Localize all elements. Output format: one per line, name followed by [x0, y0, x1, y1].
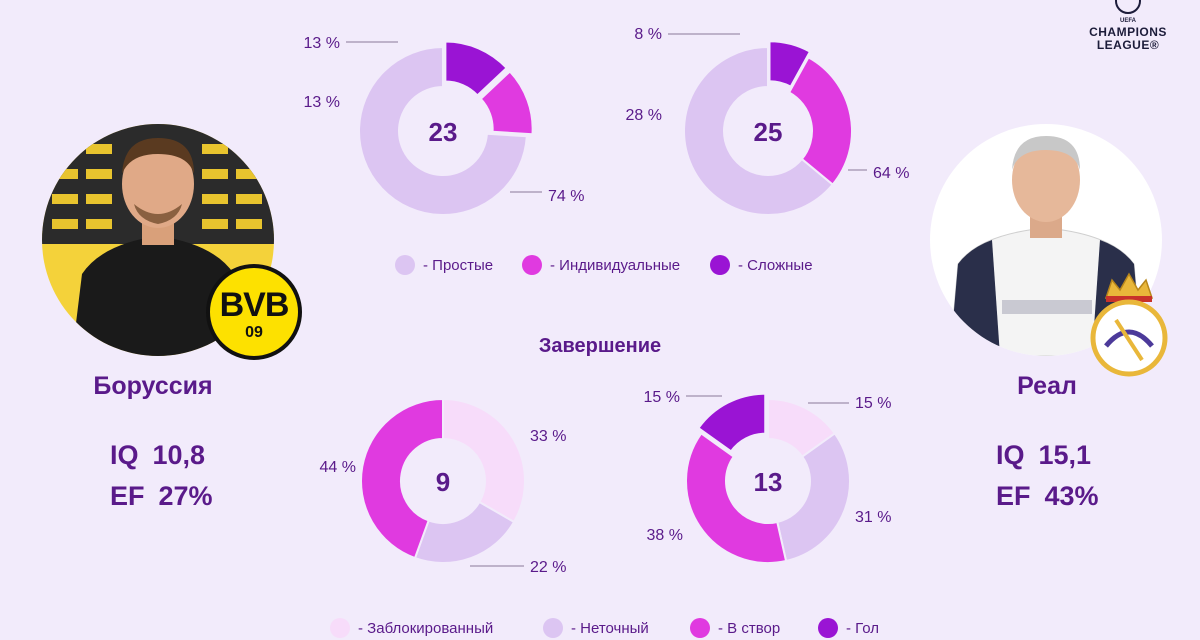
borussia-coach-photo — [42, 124, 274, 356]
donut-chart-finish-real: 13 15 % 31 % 38 % 15 % — [644, 389, 891, 564]
bvb-badge-text-bottom: 09 — [245, 324, 263, 341]
legend-swatch — [522, 255, 542, 275]
team-name-real: Реал — [1017, 372, 1077, 400]
legend-item-simple: - Простые — [395, 253, 493, 277]
data-label-finish-real-3: 15 % — [644, 389, 680, 406]
donut-chart-passes-borussia: 23 74 % 13 % 13 % — [304, 35, 584, 216]
legend-swatch — [330, 618, 350, 638]
slice-passes-real-1 — [787, 56, 853, 186]
slice-finish-borussia-0 — [442, 397, 526, 524]
borussia-badge: BVB 09 — [206, 264, 302, 360]
legend-swatch — [818, 618, 838, 638]
legend-item-complex: - Сложные — [710, 253, 813, 277]
legend-swatch — [690, 618, 710, 638]
stat-ef-borussia: EF 27% — [110, 481, 213, 512]
legend-item-blocked: - Заблокированный — [330, 616, 493, 640]
data-label-passes-real-1: 28 % — [626, 107, 662, 124]
ucl-logo-small: UEFA — [1119, 18, 1136, 24]
data-label-finish-real-1: 31 % — [855, 509, 891, 526]
center-value-finish-borussia: 9 — [436, 467, 450, 497]
slice-finish-real-2 — [685, 432, 788, 564]
data-label-passes-real-2: 8 % — [634, 26, 662, 43]
legend-label: - Неточный — [571, 619, 649, 637]
legend-swatch — [710, 255, 730, 275]
data-label-passes-borussia-1: 13 % — [304, 94, 340, 111]
stat-iq-label: IQ — [996, 440, 1025, 470]
slice-finish-real-3 — [697, 392, 767, 453]
ucl-logo-line2: LEAGUE® — [1096, 38, 1160, 52]
data-label-finish-borussia-1: 22 % — [530, 559, 566, 576]
data-label-passes-borussia-2: 13 % — [304, 35, 340, 52]
legend-swatch — [395, 255, 415, 275]
ucl-logo: UEFA CHAMPIONS LEAGUE® — [1078, 0, 1178, 52]
starball-icon — [1115, 0, 1141, 14]
legend-swatch — [543, 618, 563, 638]
stat-ef-value: 27% — [158, 481, 213, 511]
slice-passes-borussia-1 — [479, 70, 534, 136]
stat-iq-borussia: IQ 10,8 — [110, 440, 205, 471]
stat-iq-value: 10,8 — [152, 440, 206, 470]
data-label-finish-real-2: 38 % — [647, 527, 683, 544]
coach-portrait-icon — [42, 124, 274, 356]
stat-ef-label: EF — [996, 481, 1031, 511]
legend-label: - Простые — [423, 256, 494, 274]
team-name-borussia: Боруссия — [93, 372, 213, 400]
slice-finish-borussia-2 — [360, 397, 444, 560]
section-title-finish: Завершение — [538, 335, 662, 357]
legend-label: - Гол — [846, 619, 880, 637]
slice-passes-real-0 — [683, 45, 835, 216]
stat-ef-real: EF 43% — [996, 481, 1099, 512]
data-label-finish-real-0: 15 % — [855, 395, 891, 412]
donut-chart-finish-borussia: 9 33 % 22 % 44 % — [320, 397, 566, 576]
stat-iq-label: IQ — [110, 440, 139, 470]
legend-label: - Сложные — [738, 256, 813, 274]
slice-passes-borussia-2 — [444, 40, 509, 97]
center-value-passes-real: 25 — [754, 117, 783, 147]
slice-passes-real-2 — [768, 40, 812, 88]
center-value-finish-real: 13 — [754, 467, 783, 497]
legend-label: - Индивидуальные — [550, 256, 681, 274]
real-madrid-crest-icon — [1090, 272, 1168, 377]
bvb-badge-icon — [206, 264, 302, 360]
stat-iq-value: 15,1 — [1038, 440, 1092, 470]
legend-item-individual: - Индивидуальные — [522, 253, 680, 277]
stat-iq-real: IQ 15,1 — [996, 440, 1091, 471]
stat-ef-value: 43% — [1044, 481, 1099, 511]
real-madrid-badge — [1084, 268, 1174, 378]
data-label-finish-borussia-0: 33 % — [530, 428, 566, 445]
legend-item-goal: - Гол — [818, 616, 879, 640]
bvb-badge-text-top: BVB — [219, 286, 290, 324]
data-label-passes-borussia-0: 74 % — [548, 188, 584, 205]
slice-finish-borussia-1 — [413, 500, 516, 564]
legend-label: - В створ — [718, 619, 781, 637]
center-value-passes-borussia: 23 — [429, 117, 458, 147]
data-label-passes-real-0: 64 % — [873, 165, 909, 182]
legend-label: - Заблокированный — [358, 619, 494, 637]
data-label-finish-borussia-2: 44 % — [320, 459, 356, 476]
slice-finish-real-1 — [776, 432, 851, 563]
ucl-logo-line1: CHAMPIONS — [1089, 25, 1167, 39]
legend-item-inaccurate: - Неточный — [543, 616, 649, 640]
legend-item-on-target: - В створ — [690, 616, 780, 640]
slice-passes-borussia-0 — [358, 45, 528, 216]
stat-ef-label: EF — [110, 481, 145, 511]
donut-chart-passes-real: 25 64 % 28 % 8 % — [626, 26, 909, 216]
